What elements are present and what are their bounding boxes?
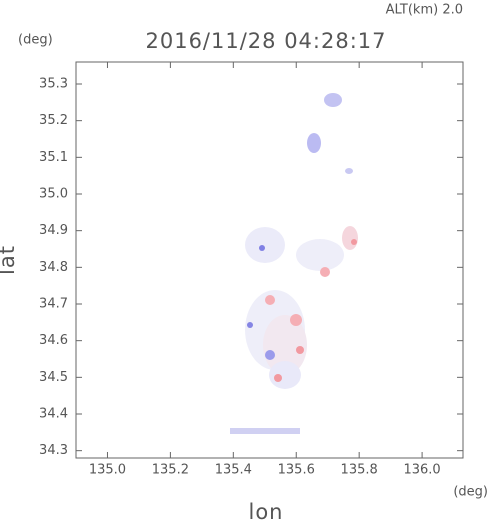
y-tick-label: 34.7 bbox=[39, 297, 68, 312]
y-tick-label: 35.0 bbox=[39, 187, 68, 202]
x-tick-label: 136.0 bbox=[403, 463, 440, 478]
x-tick-label: 135.8 bbox=[341, 463, 378, 478]
x-tick-label: 135.0 bbox=[89, 463, 126, 478]
y-axis-label: lat bbox=[0, 245, 19, 275]
y-unit: (deg) bbox=[18, 33, 53, 48]
y-tick-label: 35.1 bbox=[39, 150, 68, 165]
x-tick-label: 135.2 bbox=[152, 463, 189, 478]
y-tick-label: 34.9 bbox=[39, 223, 68, 238]
y-tick-label: 34.4 bbox=[39, 407, 68, 422]
plot-frame bbox=[75, 61, 464, 459]
x-axis-label: lon bbox=[249, 500, 284, 521]
y-tick-label: 34.5 bbox=[39, 370, 68, 385]
chart-title: 2016/11/28 04:28:17 bbox=[145, 29, 386, 53]
x-tick-label: 135.6 bbox=[278, 463, 315, 478]
echo-field bbox=[230, 93, 358, 434]
y-tick-label: 35.2 bbox=[39, 113, 68, 128]
y-tick-label: 35.3 bbox=[39, 77, 68, 92]
altitude-label: ALT(km) 2.0 bbox=[386, 3, 463, 18]
y-tick-label: 34.8 bbox=[39, 260, 68, 275]
x-unit: (deg) bbox=[453, 485, 488, 500]
y-tick-label: 34.3 bbox=[39, 443, 68, 458]
x-tick-label: 135.4 bbox=[215, 463, 252, 478]
y-tick-label: 34.6 bbox=[39, 333, 68, 348]
